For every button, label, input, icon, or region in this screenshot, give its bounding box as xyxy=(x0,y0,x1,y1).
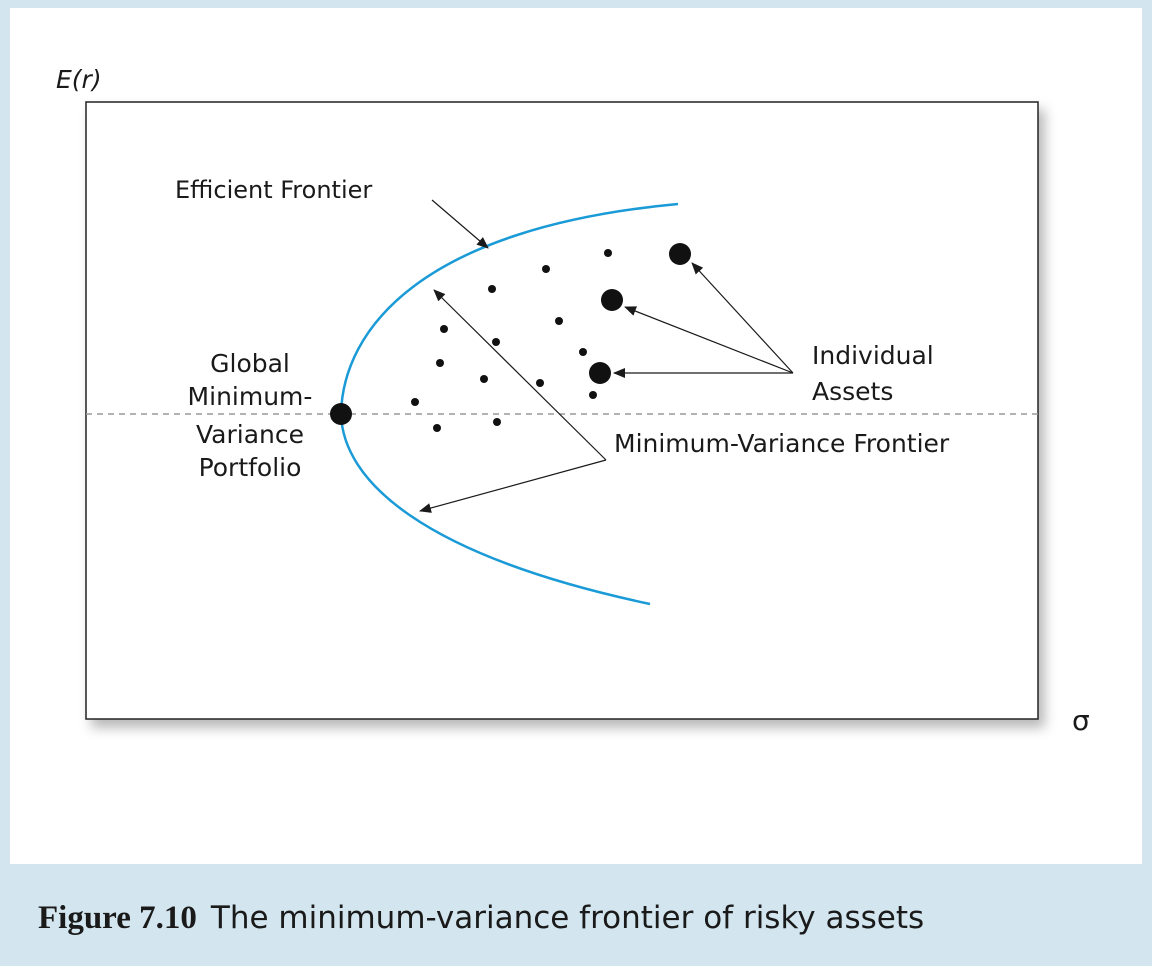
individual-asset-point xyxy=(669,243,691,265)
individual-assets-arrow xyxy=(624,306,794,374)
gmv-label-line3: Variance xyxy=(196,420,304,449)
gmv-label-line1: Global xyxy=(210,349,290,378)
individual-assets-label-line2: Assets xyxy=(812,377,893,406)
asset-point xyxy=(492,338,500,346)
asset-point xyxy=(480,375,488,383)
asset-point xyxy=(579,348,587,356)
min-variance-frontier-arrow xyxy=(433,289,607,461)
min-variance-frontier-arrow xyxy=(419,459,607,513)
individual-asset-point xyxy=(589,362,611,384)
plot-area xyxy=(85,101,1039,720)
min-variance-frontier-label: Minimum-Variance Frontier xyxy=(614,429,950,458)
efficient-frontier-label: Efficient Frontier xyxy=(175,176,372,204)
gmv-label-line2: Minimum- xyxy=(188,382,313,411)
global-min-variance-label: Global Minimum- Variance Portfolio xyxy=(188,349,313,482)
figure-caption: Figure 7.10 The minimum-variance frontier… xyxy=(38,900,924,937)
asset-point xyxy=(493,418,501,426)
figure-number: Figure 7.10 xyxy=(38,900,197,936)
asset-point xyxy=(411,398,419,406)
individual-asset-point xyxy=(601,289,623,311)
asset-point xyxy=(536,379,544,387)
efficient-frontier-arrow xyxy=(431,199,489,249)
asset-point xyxy=(589,391,597,399)
global-min-variance-point xyxy=(330,403,352,425)
asset-point xyxy=(488,285,496,293)
x-axis-label: σ xyxy=(1072,704,1090,737)
figure-caption-text: The minimum-variance frontier of risky a… xyxy=(210,900,925,936)
small-asset-points xyxy=(411,249,612,432)
gmv-label-line4: Portfolio xyxy=(199,453,302,482)
y-axis-label: E(r) xyxy=(56,65,102,94)
asset-point xyxy=(433,424,441,432)
individual-assets-label-line1: Individual xyxy=(812,341,934,370)
asset-point xyxy=(542,265,550,273)
asset-point xyxy=(436,359,444,367)
asset-point xyxy=(440,325,448,333)
asset-point xyxy=(604,249,612,257)
caption-band xyxy=(10,864,1142,956)
individual-assets-arrow xyxy=(691,262,794,374)
asset-point xyxy=(555,317,563,325)
